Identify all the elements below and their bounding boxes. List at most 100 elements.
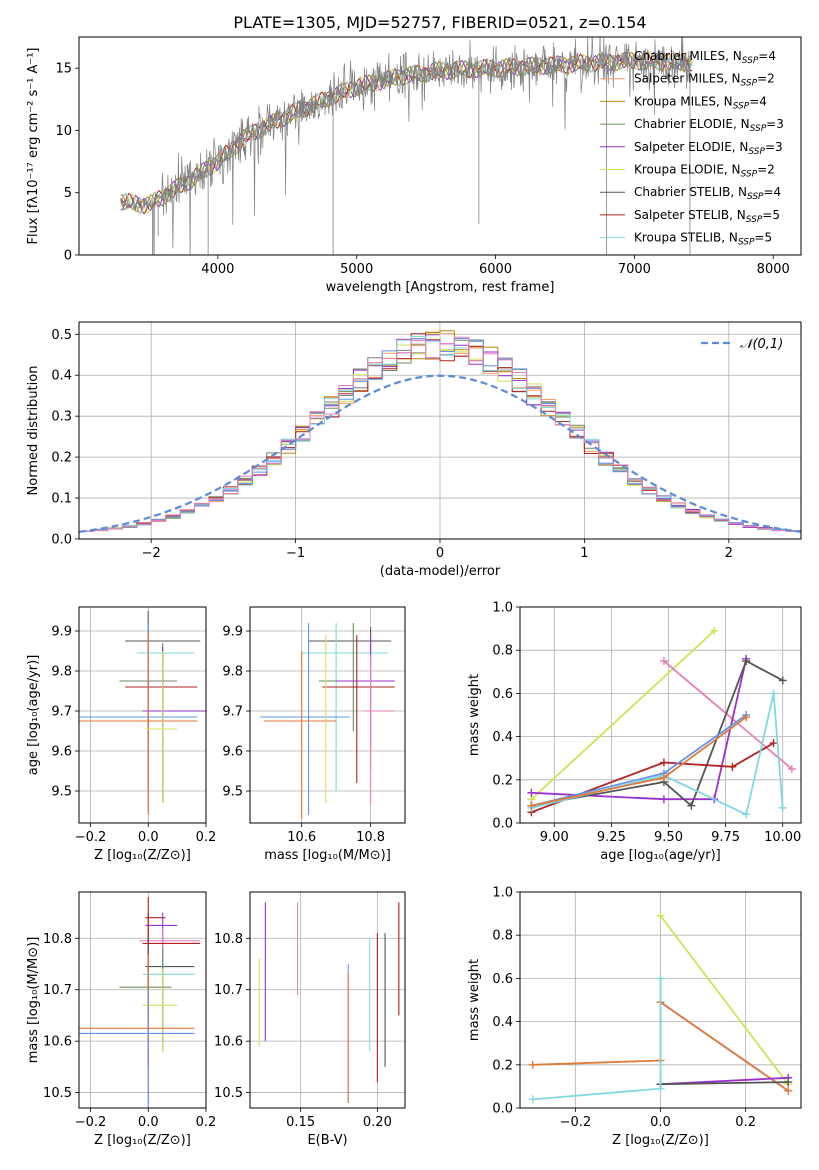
y-tick-label: 9.6 [222, 745, 243, 760]
y-tick-label: 0.2 [492, 773, 513, 788]
y-tick-label: 10.7 [43, 983, 72, 998]
legend-entry: Kroupa STELIB, NSSP=5 [634, 231, 772, 248]
y-tick-label: 0.5 [51, 328, 72, 343]
y-axis-label: mass [log₁₀(M/M⊙)] [26, 937, 41, 1064]
x-tick-label: 0.15 [286, 1115, 315, 1130]
y-tick-label: 0.0 [492, 1102, 513, 1117]
x-tick-label: 9.50 [654, 830, 683, 845]
data-point-marker [778, 803, 787, 812]
y-tick-label: 0.3 [51, 410, 72, 425]
data-point-marker [742, 713, 751, 722]
data-point-marker [659, 773, 668, 782]
x-axis-label: Z [log₁₀(Z/Z⊙)] [612, 1133, 709, 1148]
x-tick-label: 9.25 [597, 830, 626, 845]
y-tick-label: 9.8 [51, 665, 72, 680]
x-axis-label: Z [log₁₀(Z/Z⊙)] [94, 848, 191, 863]
x-tick-label: 4000 [201, 262, 234, 277]
x-tick-label: 10.00 [764, 830, 801, 845]
plot-area [79, 330, 801, 539]
residuals-panel: −2 −1 0 1 2 0.0 0.1 0.2 0.3 0.4 0.5 (data-model)/er… [26, 321, 802, 579]
legend-entry: Salpeter STELIB, NSSP=5 [634, 208, 780, 225]
data-point-marker [527, 788, 536, 797]
axes-frame [519, 891, 802, 1109]
legend-entry: Kroupa MILES, NSSP=4 [634, 94, 767, 111]
x-tick-label: −0.2 [75, 1115, 107, 1130]
axes-frame [78, 321, 802, 540]
axes-frame [78, 36, 802, 256]
y-tick-label: 10.8 [43, 932, 72, 947]
y-tick-label: 15 [55, 62, 72, 77]
x-tick-label: −2 [142, 546, 161, 561]
y-tick-label: 0.4 [492, 730, 513, 745]
x-axis-label: (data-model)/error [380, 564, 501, 579]
legend: Chabrier MILES, NSSP=4 Salpeter MILES, NS… [600, 49, 784, 248]
x-tick-label: 0.2 [196, 830, 217, 845]
y-tick-label: 10.6 [43, 1035, 72, 1050]
y-tick-label: 0.4 [492, 1015, 513, 1030]
legend-entry: Salpeter ELODIE, NSSP=3 [634, 140, 783, 157]
y-tick-label: 10 [55, 124, 72, 139]
series-line [530, 630, 715, 800]
x-axis-label: wavelength [Angstrom, rest frame] [326, 280, 555, 295]
plot-area [527, 626, 796, 819]
x-tick-label: 0.0 [138, 1115, 159, 1130]
axes-frame [78, 891, 207, 1109]
series-line [660, 1081, 789, 1086]
x-tick-label: −1 [286, 546, 305, 561]
y-axis-label: age [log₁₀(age/yr)] [26, 655, 41, 776]
x-tick-label: 0.0 [650, 1115, 671, 1130]
legend-entry: Kroupa ELODIE, NSSP=2 [634, 163, 775, 180]
mass-vs-ebv-panel: 0.15 0.20 10.5 10.6 10.7 10.8 E(B-V) [214, 891, 406, 1148]
plot-area [79, 611, 206, 815]
axes-frame [249, 606, 406, 824]
x-tick-label: 1 [580, 546, 588, 561]
y-tick-label: 0.8 [492, 929, 513, 944]
x-tick-label: 0.0 [138, 830, 159, 845]
y-tick-label: 0.4 [51, 369, 72, 384]
y-axis-label: mass weight [467, 959, 482, 1041]
x-axis-label: mass [log₁₀(M/M⊙)] [264, 848, 391, 863]
x-tick-label: −0.2 [560, 1115, 592, 1130]
legend-entry: Salpeter MILES, NSSP=2 [634, 72, 775, 89]
plot-area [528, 911, 793, 1104]
histogram-series [79, 336, 801, 539]
normal-curve [79, 374, 801, 533]
y-tick-label: 9.5 [51, 785, 72, 800]
y-tick-label: 0.2 [492, 1058, 513, 1073]
y-tick-label: 0.8 [492, 644, 513, 659]
plot-area [79, 897, 201, 1108]
y-tick-label: 0.6 [492, 972, 513, 987]
data-point-marker [659, 657, 668, 665]
y-tick-label: 10.5 [214, 1086, 243, 1101]
data-point-marker [528, 1095, 537, 1104]
y-tick-label: 9.8 [222, 665, 243, 680]
x-tick-label: 10.6 [287, 830, 316, 845]
axes-frame [78, 606, 207, 824]
series-line [663, 660, 793, 770]
y-tick-label: 0.6 [492, 687, 513, 702]
y-tick-label: 0.0 [492, 817, 513, 832]
age-vs-metallicity-panel: −0.2 0.0 0.2 9.5 9.6 9.7 9.8 9.9 Z [log₁₀(Z/Z⊙)]… [26, 606, 217, 863]
y-tick-label: 0.2 [51, 451, 72, 466]
legend-entry: Chabrier ELODIE, NSSP=3 [634, 117, 784, 134]
y-tick-label: 0 [64, 249, 72, 264]
x-tick-label: 0.2 [735, 1115, 756, 1130]
plot-area [120, 37, 693, 255]
x-tick-label: −0.2 [75, 830, 107, 845]
data-point-marker [659, 758, 668, 767]
spectrum-panel: 4000 5000 6000 7000 8000 0 5 10 15 wavelength [An… [26, 36, 802, 295]
data-point-marker [784, 1086, 793, 1095]
series-line [531, 742, 775, 814]
data-point-marker [784, 1078, 793, 1087]
y-tick-label: 1.0 [492, 886, 513, 901]
data-point-marker [778, 676, 787, 685]
y-tick-label: 5 [64, 186, 72, 201]
series-line [531, 658, 748, 801]
mass-vs-metallicity-panel: −0.2 0.0 0.2 10.5 10.6 10.7 10.8 Z [log₁₀(Z/Z⊙)… [26, 891, 216, 1148]
data-point-marker [656, 1084, 665, 1093]
y-tick-label: 9.7 [51, 705, 72, 720]
weight-vs-age-panel: 9.00 9.25 9.50 9.75 10.00 0.0 0.2 0.4 0.6 0.8 1.0 a… [467, 601, 802, 863]
series-line [659, 915, 789, 1085]
y-tick-label: 9.6 [51, 745, 72, 760]
